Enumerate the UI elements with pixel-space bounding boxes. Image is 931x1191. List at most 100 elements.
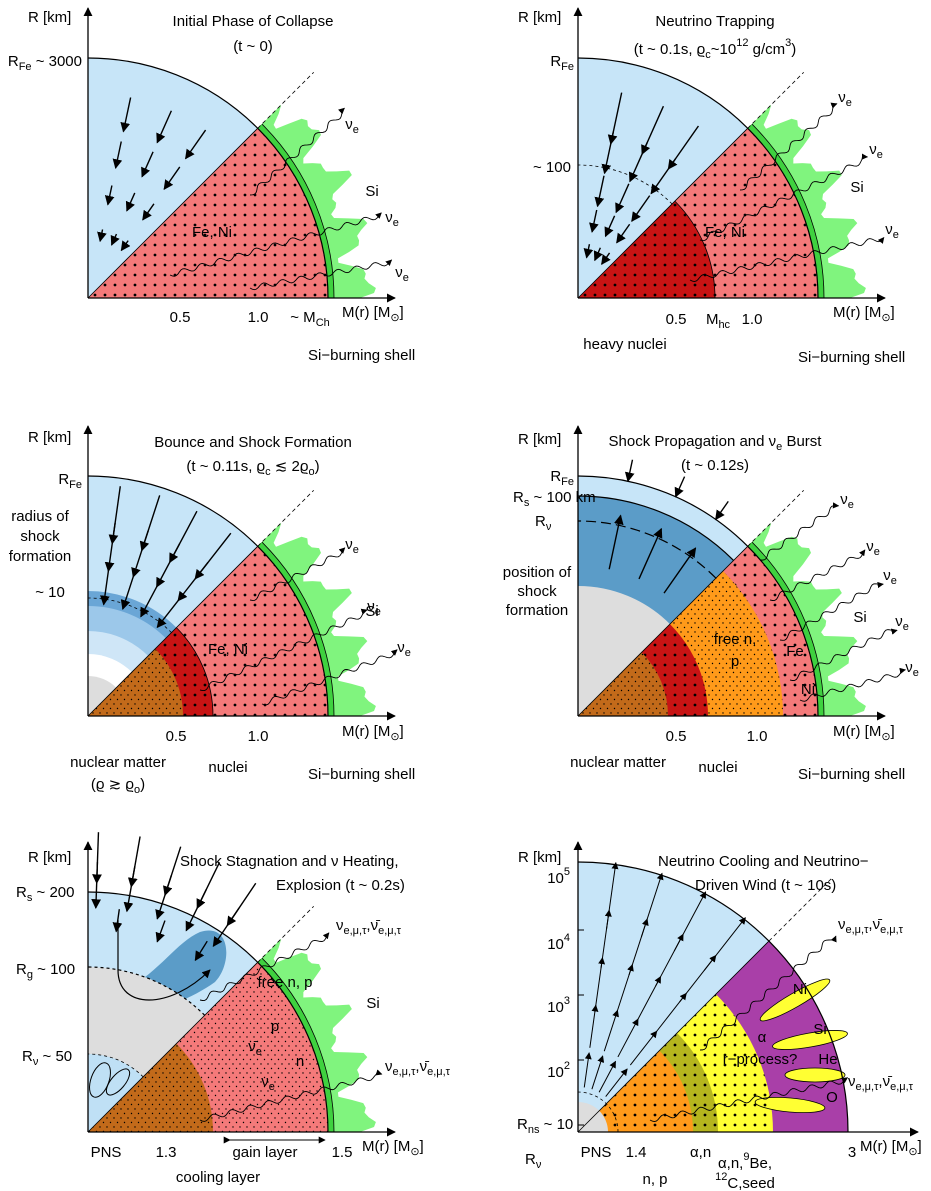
label-part: R: [8, 53, 19, 70]
label-part: M(r) [M: [860, 1138, 908, 1155]
label: M(r) [M⊙]: [833, 304, 895, 324]
label: Si: [813, 1021, 826, 1038]
label: PNS: [581, 1144, 612, 1161]
label-part: ν: [367, 598, 375, 615]
label: 0.5: [666, 311, 687, 328]
label: RFe: [58, 471, 82, 491]
label-part: ν: [385, 209, 393, 226]
label: n: [296, 1053, 304, 1070]
label: Fe, Ni: [192, 224, 232, 241]
label: νe,μ,τ,ν̄e,μ,τ: [838, 916, 904, 936]
label-part: Fe: [561, 476, 574, 488]
label-part: ⊙: [908, 1146, 917, 1158]
label: 103: [547, 995, 570, 1016]
label: position of: [503, 564, 572, 581]
label-part: e: [874, 546, 880, 558]
label: Mhc: [706, 311, 731, 331]
label-part: ]: [400, 723, 404, 740]
label-part: ): [315, 458, 320, 475]
label-part: (t ~ 0.1s, ϱ: [634, 41, 706, 58]
flow-arrow: [716, 501, 729, 519]
label: RFe ~ 3000: [8, 53, 82, 73]
label: α: [758, 1029, 767, 1046]
flow-arrow: [628, 460, 633, 482]
label: nuclei: [208, 759, 247, 776]
label-part: e,μ,τ: [890, 1081, 914, 1093]
label-part: Fe: [69, 479, 82, 491]
label-part: R: [16, 884, 27, 901]
label-part: e: [893, 229, 899, 241]
label-part: R: [22, 1048, 33, 1065]
label: 1.4: [626, 1144, 647, 1161]
label: νe: [869, 141, 883, 161]
label-part: R: [58, 471, 69, 488]
label: Si: [850, 179, 863, 196]
label: shock: [517, 583, 557, 600]
figure: R [km]Initial Phase of Collapse(t ~ 0)RF…: [0, 0, 931, 1191]
label: νe: [838, 89, 852, 109]
label-part: e: [405, 647, 411, 659]
label-part: ν: [345, 536, 353, 553]
label: M(r) [M⊙]: [342, 304, 404, 324]
label-part: ⊙: [881, 312, 890, 324]
label: Rg ~ 100: [16, 961, 75, 981]
label: νe: [895, 613, 909, 633]
label-part: e: [269, 1081, 275, 1093]
label: He: [818, 1051, 837, 1068]
label: Si: [853, 609, 866, 626]
label: νe,μ,τ,ν̄e,μ,τ: [385, 1058, 451, 1078]
label-part: e: [403, 272, 409, 284]
label-part: ⊙: [390, 312, 399, 324]
label: νe: [345, 536, 359, 556]
label: R [km]: [518, 9, 561, 26]
label: νe: [885, 221, 899, 241]
label: R [km]: [28, 9, 71, 26]
panel-title: Neutrino Trapping: [655, 13, 774, 30]
label: νe: [345, 116, 359, 136]
label: (t ~ 0): [233, 38, 273, 55]
label: Fe, Ni: [705, 224, 745, 241]
label: Driven Wind (t ~ 10s): [695, 877, 836, 894]
label-part: ~ M: [290, 309, 315, 326]
label: νe: [367, 598, 381, 618]
label-part: e: [353, 544, 359, 556]
label-part: ν: [546, 521, 552, 533]
label-part: 4: [564, 932, 570, 944]
label-part: ν: [536, 1159, 542, 1171]
label-part: e: [353, 124, 359, 136]
label: Rν ~ 50: [22, 1048, 72, 1068]
label-part: ~ 10: [539, 1116, 573, 1133]
label: Si−burning shell: [308, 766, 415, 783]
label: νe: [883, 567, 897, 587]
label: n, p: [642, 1171, 667, 1188]
label-part: ⊙: [881, 731, 890, 743]
label: νe: [397, 639, 411, 659]
label: nuclear matter: [570, 754, 666, 771]
label: cooling layer: [176, 1169, 260, 1186]
label: 1.5: [332, 1144, 353, 1161]
label: Explosion (t ~ 0.2s): [276, 877, 405, 894]
label-part: ): [791, 41, 796, 58]
label: 0.5: [166, 728, 187, 745]
panel-title: Neutrino Cooling and Neutrino−: [658, 853, 869, 870]
label: Si−burning shell: [798, 766, 905, 783]
label-part: 2: [564, 1060, 570, 1072]
flow-arrow: [165, 847, 181, 896]
label: Si−burning shell: [308, 347, 415, 364]
panel-title: Shock Propagation and νe Burst: [609, 433, 823, 453]
label: O: [826, 1089, 838, 1106]
label-part: 3: [564, 995, 570, 1007]
label: free n,: [714, 631, 757, 648]
label: r−process?: [723, 1051, 798, 1068]
flow-arrow: [131, 837, 140, 887]
label: 0.5: [170, 309, 191, 326]
label-part: e,μ,τ: [378, 925, 402, 937]
label: 1.0: [248, 728, 269, 745]
mixing-finger: [785, 1068, 845, 1082]
label-part: ): [140, 776, 145, 793]
label-part: e: [877, 149, 883, 161]
label-part: e: [913, 667, 919, 679]
label-part: R: [16, 961, 27, 978]
label-part: R: [513, 489, 524, 506]
label-part: ν: [395, 264, 403, 281]
